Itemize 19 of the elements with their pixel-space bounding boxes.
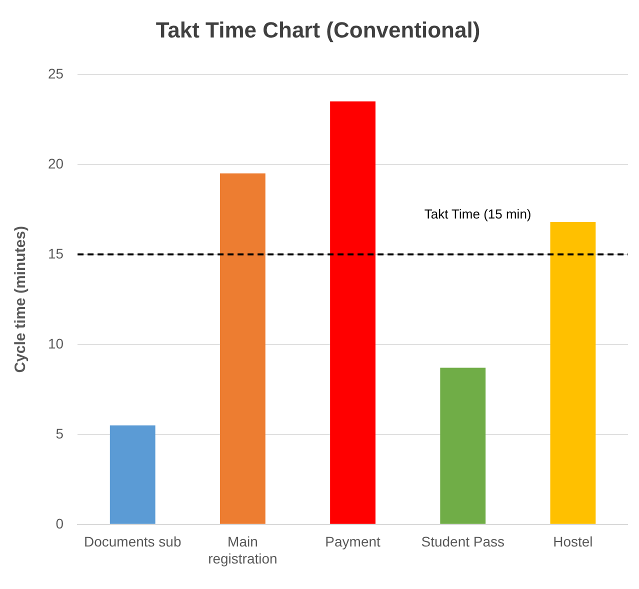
y-tick-label: 5	[56, 425, 64, 442]
x-tick-label: Hostel	[553, 534, 593, 550]
x-tick-label: Main registration	[208, 534, 278, 566]
y-tick-label: 15	[48, 245, 64, 262]
x-tick-label: Documents sub	[84, 534, 182, 550]
y-tick-label: 10	[48, 335, 64, 352]
y-tick-label: 0	[56, 515, 64, 532]
bar	[550, 222, 596, 524]
y-axis-title: Cycle time (minutes)	[12, 226, 30, 373]
ref-line-label: Takt Time (15 min)	[424, 206, 532, 222]
bar	[330, 101, 376, 524]
bar	[110, 425, 156, 524]
chart-title: Takt Time Chart (Conventional)	[156, 17, 480, 42]
x-tick-label: Student Pass	[421, 534, 505, 550]
bar	[220, 173, 266, 524]
bar	[440, 368, 486, 524]
x-tick-label: Payment	[325, 534, 381, 550]
y-tick-label: 25	[48, 65, 64, 82]
y-tick-label: 20	[48, 155, 64, 172]
